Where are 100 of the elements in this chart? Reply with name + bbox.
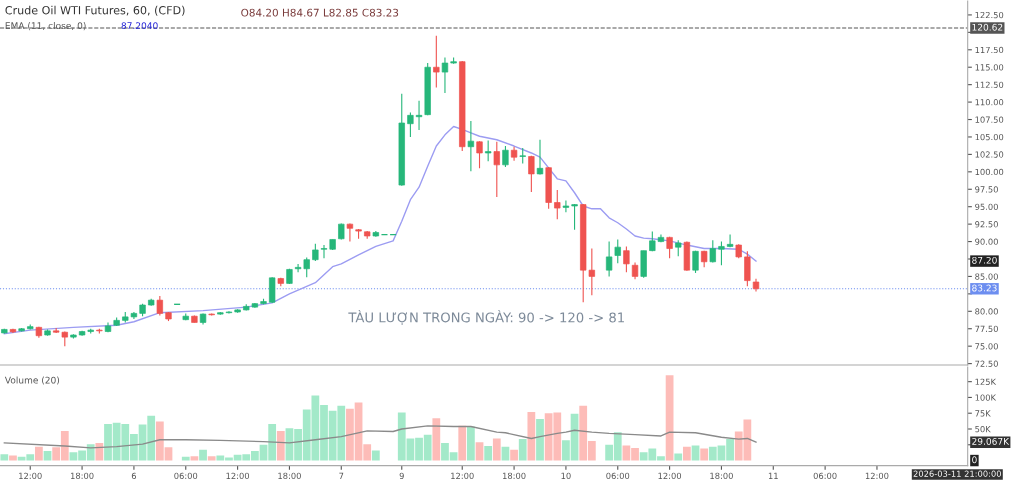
candlestick bbox=[536, 139, 544, 176]
annotation: 87.20 bbox=[972, 256, 997, 264]
x-tick-label: 18:00 bbox=[278, 472, 301, 479]
ref-line-label: 120.62 bbox=[972, 23, 1003, 31]
candlestick bbox=[467, 120, 475, 172]
x-tick-label: 06:00 bbox=[813, 472, 837, 479]
x-tick-label: 9 bbox=[399, 472, 404, 479]
candlestick bbox=[726, 234, 734, 248]
y-tick-label: 117.50 bbox=[975, 46, 1004, 54]
candlestick bbox=[502, 145, 509, 168]
y-tick-label: 115.00 bbox=[975, 64, 1004, 71]
candlestick bbox=[605, 241, 613, 277]
y-tick-label: 77.50 bbox=[975, 325, 998, 333]
x-tick-label: 12:00 bbox=[451, 472, 474, 479]
x-tick-label: 18:00 bbox=[70, 472, 94, 479]
y-tick-label: 72.50 bbox=[975, 360, 998, 367]
bar bbox=[700, 448, 709, 461]
candlestick bbox=[346, 222, 354, 243]
y-tick-label: 95.00 bbox=[975, 203, 998, 210]
y-tick-label: 110.00 bbox=[975, 99, 1004, 106]
text: 2026-03-11 21:00:00 bbox=[913, 470, 1001, 477]
candlestick bbox=[614, 238, 621, 264]
bar bbox=[9, 455, 17, 461]
annotation: TÀU LƯỢN TRONG NGÀY: 90 -> 120 -> 81 bbox=[348, 310, 624, 325]
bar bbox=[492, 438, 501, 461]
candlestick bbox=[744, 250, 751, 287]
y-tick-label: 92.50 bbox=[975, 221, 998, 228]
y-tick-label: 100.00 bbox=[975, 168, 1004, 176]
candlestick bbox=[571, 203, 578, 231]
x-tick-label: 12:00 bbox=[865, 472, 889, 479]
bar bbox=[34, 446, 43, 461]
bar bbox=[95, 442, 104, 461]
y-tick-label: 112.50 bbox=[975, 81, 1004, 88]
bar bbox=[510, 449, 518, 461]
chart-title: Crude Oil WTI Futures, 60, (CFD) bbox=[5, 5, 185, 16]
bar bbox=[501, 446, 510, 461]
candlestick bbox=[485, 139, 492, 162]
y-tick-label: 85.00 bbox=[975, 273, 998, 280]
y-tick-label: 50K bbox=[975, 425, 991, 433]
candlestick bbox=[415, 100, 423, 131]
bar bbox=[536, 418, 544, 461]
bar bbox=[475, 442, 484, 461]
y-tick-label: 75.00 bbox=[975, 343, 998, 350]
bar bbox=[207, 456, 216, 461]
bar bbox=[466, 426, 475, 461]
bar bbox=[682, 446, 691, 461]
bar bbox=[371, 450, 380, 461]
bar bbox=[190, 456, 199, 461]
candlestick bbox=[554, 189, 561, 220]
x-tick-label: 12:00 bbox=[19, 472, 42, 479]
bar bbox=[484, 446, 493, 461]
candlestick bbox=[718, 241, 725, 266]
y-tick-label: 90.00 bbox=[975, 238, 998, 245]
x-tick-label: 06:00 bbox=[606, 472, 630, 479]
x-tick-label: 18:00 bbox=[502, 472, 526, 479]
bar bbox=[43, 451, 52, 461]
y-tick-label: 125K bbox=[975, 378, 997, 385]
ref-line-label: 83.23 bbox=[972, 284, 997, 292]
candlestick bbox=[433, 35, 440, 88]
candlestick bbox=[493, 141, 500, 198]
x-tick-label: 6 bbox=[131, 472, 137, 479]
line-series bbox=[3, 425, 757, 449]
x-tick-label: 7 bbox=[339, 472, 344, 479]
bar bbox=[691, 445, 700, 461]
candlestick bbox=[476, 140, 483, 169]
x-tick-label: 12:00 bbox=[226, 472, 250, 479]
bar bbox=[199, 449, 207, 461]
y-tick-label: 80.00 bbox=[975, 308, 998, 315]
annotation: 0 bbox=[972, 456, 977, 464]
x-tick-label: 12:00 bbox=[658, 472, 682, 479]
y-tick-label: 107.50 bbox=[975, 116, 1004, 123]
bar bbox=[458, 425, 467, 461]
annotation: 87.2040 bbox=[121, 22, 158, 30]
bar bbox=[181, 456, 190, 461]
bar bbox=[432, 418, 441, 461]
y-tick-label: 75K bbox=[975, 410, 991, 417]
annotation: Volume (20) bbox=[4, 376, 60, 385]
candlestick bbox=[562, 199, 570, 213]
bar bbox=[0, 454, 9, 461]
text: 29.067K bbox=[972, 437, 1010, 445]
y-tick-label: 105.00 bbox=[975, 133, 1004, 141]
candlestick bbox=[623, 245, 630, 273]
bar bbox=[527, 411, 536, 461]
candlestick bbox=[407, 111, 414, 138]
y-tick-label: 100K bbox=[975, 394, 997, 401]
x-tick-label: 11 bbox=[768, 472, 778, 479]
candlestick bbox=[156, 295, 163, 317]
x-tick-label: 06:00 bbox=[174, 472, 198, 479]
y-tick-label: 97.50 bbox=[975, 186, 998, 193]
y-tick-label: 102.50 bbox=[975, 151, 1004, 158]
y-tick-label: 122.50 bbox=[975, 11, 1004, 19]
candlestick bbox=[528, 155, 535, 193]
annotation: O84.20 H84.67 L82.85 C83.23 bbox=[241, 8, 399, 17]
bar bbox=[518, 439, 527, 461]
bar bbox=[276, 430, 285, 461]
x-tick-label: 18:00 bbox=[710, 472, 733, 479]
annotation: EMA (11, close, 0) bbox=[5, 22, 86, 31]
candlestick bbox=[320, 244, 328, 259]
x-tick-label: 10 bbox=[561, 472, 571, 479]
candlestick bbox=[441, 56, 449, 94]
